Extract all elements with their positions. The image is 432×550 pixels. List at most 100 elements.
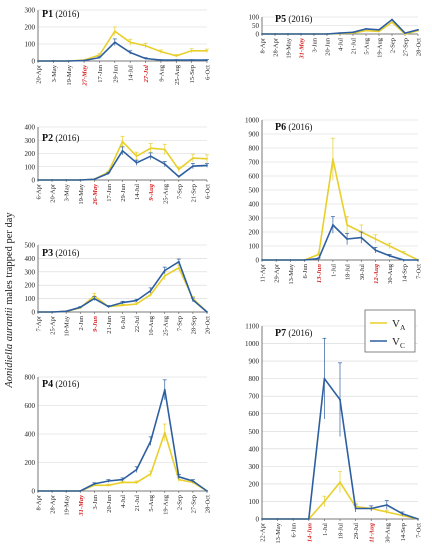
data-point — [163, 148, 166, 151]
data-point — [160, 50, 162, 53]
data-point — [79, 490, 82, 492]
y-tick-label: 200 — [249, 229, 260, 237]
data-point — [378, 28, 380, 31]
series-vc — [37, 379, 208, 492]
y-tick-label: 100 — [249, 498, 260, 506]
panel-p3: 0 100 200 300 400 500 7-Apr 25-Apr 10-May 2-Jun 9-… — [25, 242, 212, 337]
data-point — [93, 482, 96, 485]
data-point — [121, 301, 124, 304]
data-point — [177, 478, 180, 481]
data-point — [292, 518, 295, 520]
series-vc — [37, 146, 209, 181]
data-point — [402, 259, 405, 261]
x-tick-label: 5-Aug — [148, 494, 155, 511]
data-point — [113, 41, 116, 44]
x-tick-label: 1-Jul — [330, 264, 337, 277]
data-point — [206, 164, 208, 167]
x-tick-label: 28-Apr — [273, 37, 280, 57]
data-point — [51, 311, 53, 313]
x-tick-label: 9-Aug — [148, 183, 155, 200]
data-point — [190, 59, 193, 62]
x-tick-label: 7-Apr — [36, 315, 43, 331]
data-point — [129, 41, 132, 44]
data-point — [135, 303, 138, 305]
series-vc — [37, 258, 208, 313]
y-tick-label: 500 — [249, 187, 260, 195]
y-tick-label: 500 — [249, 428, 260, 436]
data-point — [98, 56, 101, 59]
y-tick-label: 100 — [25, 163, 36, 171]
y-tick-label: 0 — [32, 488, 36, 496]
y-axis-label-species: Aonidiella aurantii — [4, 307, 15, 388]
data-point — [163, 163, 166, 166]
x-tick-label: 21-Jul — [134, 495, 141, 511]
legend-box — [364, 309, 416, 353]
panel-title: P3 (2016) — [42, 248, 79, 259]
y-tick-label: 200 — [25, 282, 36, 290]
data-point — [385, 511, 388, 513]
y-axis-label: Aonidiella aurantii males trapped per da… — [4, 212, 15, 389]
series-line-va — [262, 158, 419, 261]
x-tick-label: 19-May — [78, 183, 85, 204]
y-tick-label: 300 — [25, 7, 36, 15]
data-point — [160, 59, 162, 62]
x-tick-label: 7-Sep — [176, 316, 183, 331]
x-tick-label: 25-Apr — [50, 315, 57, 335]
x-tick-label: 19-Aug — [377, 37, 384, 58]
x-tick-label: 22-Apr — [260, 522, 267, 542]
svg-text:Aonidiella aurantii males trap: Aonidiella aurantii males trapped per da… — [4, 212, 15, 389]
data-point — [206, 157, 208, 160]
x-tick-label: 30-Jul — [359, 264, 366, 280]
data-point — [354, 507, 357, 510]
data-point — [317, 257, 320, 260]
x-tick-label: 5-Aug — [364, 37, 371, 54]
series-vc — [261, 337, 419, 520]
x-tick-label: 25-Aug — [174, 64, 181, 85]
x-tick-label: 31-May — [78, 495, 85, 517]
panel-p4: 0 200 400 600 800 8-Apr 28-Apr 19-May 31-May 3-Ju… — [25, 374, 212, 517]
panel-title: P5 (2016) — [275, 14, 312, 25]
data-point — [51, 179, 53, 181]
y-tick-label: 400 — [25, 431, 36, 439]
x-tick-label: 30-Aug — [387, 263, 394, 284]
y-tick-label: 0 — [256, 31, 260, 39]
x-tick-label: 27-Jul — [143, 65, 150, 84]
y-tick-label: 900 — [249, 358, 260, 366]
y-tick-label: 300 — [249, 215, 260, 223]
data-point — [332, 224, 334, 226]
x-tick-label: 3-Jun — [92, 494, 99, 509]
x-tick-label: 28-Oct — [416, 38, 423, 56]
y-tick-label: 1000 — [245, 117, 260, 125]
legend: VA VC — [364, 309, 416, 353]
x-tick-label: 31-May — [299, 38, 306, 60]
x-tick-label: 29-Jun — [112, 64, 119, 82]
x-tick-label: 2-Sep — [176, 495, 183, 510]
y-tick-label: 900 — [249, 131, 260, 139]
x-tick-label: 19-May — [64, 494, 71, 515]
x-tick-label: 29-Jun — [120, 183, 127, 201]
data-point — [177, 260, 180, 263]
x-tick-label: 20-Apr — [50, 183, 57, 203]
series-va — [261, 471, 419, 520]
data-point — [303, 259, 306, 261]
data-point — [65, 310, 68, 313]
x-tick-label: 6-Apr — [36, 183, 43, 199]
y-tick-label: 200 — [25, 24, 36, 32]
x-tick-label: 17-Jun — [97, 64, 104, 82]
y-tick-label: 300 — [25, 268, 36, 276]
data-point — [149, 289, 152, 292]
x-tick-label: 17-Jun — [106, 183, 113, 201]
data-point — [163, 274, 166, 277]
y-tick-label: 300 — [249, 463, 260, 471]
y-tick-label: 100 — [249, 14, 260, 22]
y-tick-label: 200 — [249, 480, 260, 488]
x-tick-label: 7-Sep — [176, 184, 183, 199]
series-va — [261, 137, 419, 261]
data-point — [360, 236, 363, 239]
data-point — [388, 245, 391, 247]
series-va — [37, 26, 209, 62]
series-line-vc — [38, 41, 207, 62]
data-point — [206, 490, 208, 492]
x-tick-label: 6-Jun — [291, 522, 298, 537]
